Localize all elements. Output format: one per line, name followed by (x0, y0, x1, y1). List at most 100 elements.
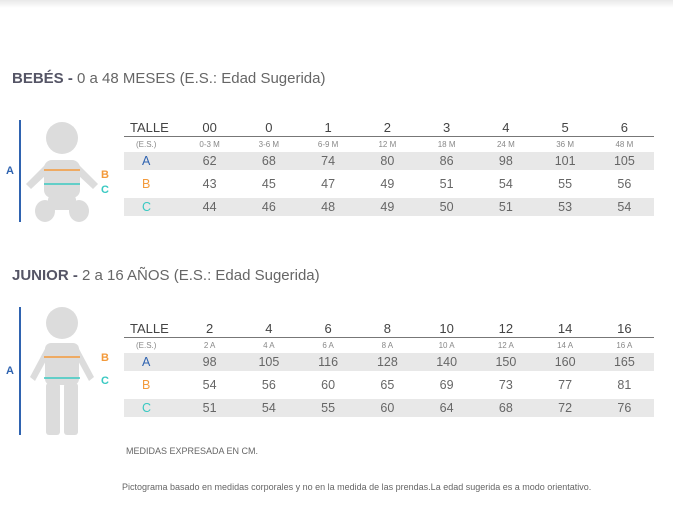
table-header-row: TALLE 2 4 6 8 10 12 14 16 (124, 319, 654, 338)
value-cell: 45 (261, 177, 276, 191)
value-cell: 165 (594, 353, 654, 371)
value-cell: 69 (439, 378, 454, 392)
value-cell: 68 (239, 152, 299, 170)
value-cell: 48 (298, 198, 358, 216)
baby-pictogram: A B C (0, 118, 120, 233)
value-cell: 62 (180, 152, 240, 170)
row-label-c: C (124, 399, 180, 417)
age-cell: 0-3 M (199, 140, 220, 149)
size-header: 16 (594, 319, 654, 338)
value-cell: 65 (380, 378, 395, 392)
age-cell: 24 M (496, 140, 515, 149)
value-cell: 44 (180, 198, 240, 216)
value-cell: 56 (617, 177, 632, 191)
size-header: 3 (417, 118, 477, 137)
measure-label-a: A (6, 365, 14, 377)
value-cell: 60 (357, 399, 417, 417)
age-cell: 4 A (263, 341, 275, 350)
table-row-b: B 43 45 47 49 51 54 55 56 (124, 175, 654, 193)
value-cell: 55 (558, 177, 573, 191)
value-cell: 51 (439, 177, 454, 191)
value-cell: 51 (476, 198, 536, 216)
disclaimer-note: Pictograma basado en medidas corporales … (122, 482, 592, 492)
value-cell: 55 (298, 399, 358, 417)
value-cell: 54 (202, 378, 217, 392)
measure-label-a: A (6, 165, 14, 177)
age-row: (E.S.) 0-3 M 3-6 M 6-9 M 12 M 18 M 24 M … (124, 137, 654, 153)
value-cell: 140 (417, 353, 477, 371)
junior-title-strong: JUNIOR - (12, 267, 78, 284)
value-cell: 49 (380, 177, 395, 191)
size-header: 10 (417, 319, 477, 338)
bebes-size-table: TALLE 00 0 1 2 3 4 5 6 (E.S.) 0-3 M 3-6 … (124, 118, 654, 216)
value-cell: 98 (180, 353, 240, 371)
bebes-title-strong: BEBÉS - (12, 70, 73, 87)
size-header: 6 (594, 118, 654, 137)
size-header: 2 (357, 118, 417, 137)
table-row-b: B 54 56 60 65 69 73 77 81 (124, 376, 654, 394)
age-cell: 48 M (615, 140, 634, 149)
row-label-b: B (142, 177, 151, 191)
value-cell: 74 (298, 152, 358, 170)
size-header: 2 (180, 319, 240, 338)
age-cell: 8 A (381, 341, 394, 350)
value-cell: 76 (594, 399, 654, 417)
age-row: (E.S.) 2 A 4 A 6 A 8 A 10 A 12 A 14 A 16… (124, 338, 654, 354)
age-cell: 3-6 M (258, 140, 280, 149)
value-cell: 77 (558, 378, 573, 392)
bebes-section-title: BEBÉS - 0 a 48 MESES (E.S.: Edad Sugerid… (12, 70, 325, 87)
age-cell: 12 A (497, 341, 514, 350)
value-cell: 51 (180, 399, 240, 417)
table-row-a: A 98 105 116 128 140 150 160 165 (124, 353, 654, 371)
es-label: (E.S.) (136, 341, 157, 350)
bebes-title-rest: 0 a 48 MESES (E.S.: Edad Sugerida) (72, 70, 326, 87)
height-measure-line (19, 307, 21, 435)
value-cell: 105 (594, 152, 654, 170)
measure-label-b: B (101, 169, 109, 181)
age-cell: 14 A (557, 341, 574, 350)
size-header: 8 (357, 319, 417, 338)
size-header: 12 (476, 319, 536, 338)
size-header: 0 (239, 118, 299, 137)
size-header: 4 (476, 118, 536, 137)
top-shadow-bar (0, 0, 673, 8)
value-cell: 46 (239, 198, 299, 216)
size-header: 1 (298, 118, 358, 137)
talle-header: TALLE (124, 319, 180, 338)
units-note: MEDIDAS EXPRESADA EN CM. (126, 446, 259, 456)
table-row-a: A 62 68 74 80 86 98 101 105 (124, 152, 654, 170)
size-header: 6 (298, 319, 358, 338)
age-cell: 18 M (437, 140, 456, 149)
measure-label-b: B (101, 352, 109, 364)
row-label-c: C (124, 198, 180, 216)
value-cell: 160 (535, 353, 595, 371)
junior-size-table: TALLE 2 4 6 8 10 12 14 16 (E.S.) 2 A 4 A… (124, 319, 654, 417)
value-cell: 68 (476, 399, 536, 417)
value-cell: 54 (498, 177, 513, 191)
size-header: 14 (535, 319, 595, 338)
age-cell: 36 M (556, 140, 575, 149)
talle-header: TALLE (124, 118, 180, 137)
row-label-b: B (142, 378, 151, 392)
value-cell: 49 (357, 198, 417, 216)
age-cell: 6 A (322, 341, 334, 350)
value-cell: 47 (321, 177, 336, 191)
size-header: 4 (239, 319, 299, 338)
measure-label-c: C (101, 375, 109, 387)
row-label-a: A (124, 353, 180, 371)
age-cell: 12 M (378, 140, 397, 149)
junior-section-title: JUNIOR - 2 a 16 AÑOS (E.S.: Edad Sugerid… (12, 267, 320, 284)
value-cell: 50 (417, 198, 477, 216)
value-cell: 72 (535, 399, 595, 417)
age-cell: 6-9 M (317, 140, 339, 149)
value-cell: 116 (298, 353, 358, 371)
value-cell: 98 (476, 152, 536, 170)
value-cell: 80 (357, 152, 417, 170)
age-cell: 10 A (438, 341, 455, 350)
value-cell: 56 (261, 378, 276, 392)
value-cell: 81 (617, 378, 632, 392)
table-row-c: C 44 46 48 49 50 51 53 54 (124, 198, 654, 216)
junior-title-rest: 2 a 16 AÑOS (E.S.: Edad Sugerida) (77, 267, 320, 284)
age-cell: 2 A (203, 341, 216, 350)
child-pictogram: A B C (0, 305, 120, 440)
